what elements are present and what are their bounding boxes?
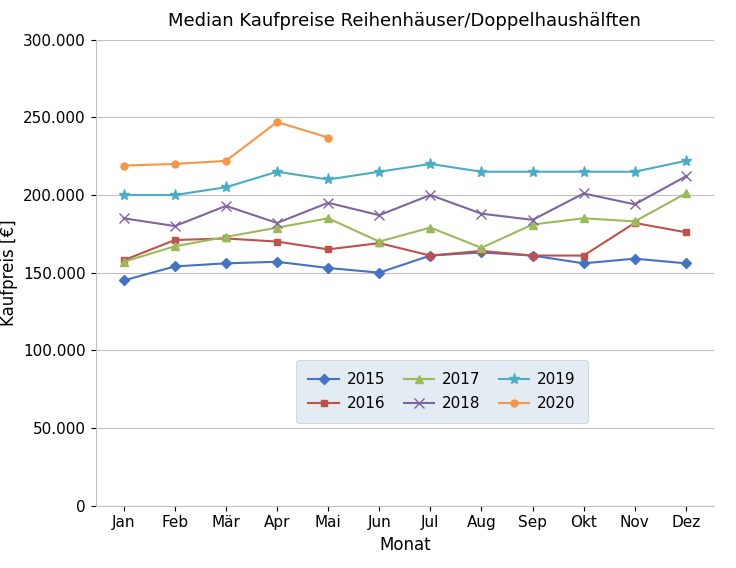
2017 — [630, 218, 639, 225]
2019 — [324, 176, 333, 183]
2016 — [171, 237, 180, 244]
2016 — [682, 229, 690, 236]
2015 — [528, 252, 537, 259]
2015 — [579, 260, 588, 267]
2017 — [579, 215, 588, 222]
Line: 2020: 2020 — [120, 119, 332, 169]
Line: 2017: 2017 — [120, 189, 690, 266]
2015 — [171, 263, 180, 270]
2015 — [682, 260, 690, 267]
2017 — [171, 243, 180, 250]
2016 — [579, 252, 588, 259]
2018 — [375, 212, 383, 219]
2018 — [171, 223, 180, 229]
2015 — [324, 265, 333, 272]
2017 — [272, 224, 281, 231]
2017 — [426, 224, 435, 231]
Line: 2015: 2015 — [120, 249, 690, 284]
Legend: 2015, 2016, 2017, 2018, 2019, 2020: 2015, 2016, 2017, 2018, 2019, 2020 — [296, 360, 587, 423]
2016 — [426, 252, 435, 259]
2019 — [222, 184, 230, 191]
2019 — [119, 191, 128, 198]
2016 — [630, 220, 639, 227]
Title: Median Kaufpreise Reihenhäuser/Doppelhaushälften: Median Kaufpreise Reihenhäuser/Doppelhau… — [169, 12, 641, 30]
2015 — [119, 277, 128, 284]
2018 — [426, 191, 435, 198]
Y-axis label: Kaufpreis [€]: Kaufpreis [€] — [0, 219, 18, 326]
2015 — [222, 260, 230, 267]
2015 — [272, 258, 281, 265]
2019 — [171, 191, 180, 198]
2016 — [272, 238, 281, 245]
2018 — [682, 173, 690, 180]
2016 — [119, 257, 128, 264]
Line: 2018: 2018 — [119, 172, 690, 231]
2020 — [324, 134, 333, 141]
2018 — [477, 210, 486, 217]
X-axis label: Monat: Monat — [379, 536, 431, 554]
2016 — [324, 246, 333, 253]
2015 — [375, 269, 383, 276]
2018 — [222, 202, 230, 209]
2020 — [272, 119, 281, 126]
2017 — [119, 258, 128, 265]
2015 — [426, 252, 435, 259]
2016 — [222, 235, 230, 242]
2019 — [579, 168, 588, 175]
2016 — [477, 248, 486, 254]
2017 — [528, 221, 537, 228]
Line: 2016: 2016 — [120, 219, 690, 264]
2019 — [272, 168, 281, 175]
2020 — [171, 161, 180, 168]
2018 — [528, 216, 537, 223]
2019 — [528, 168, 537, 175]
2017 — [222, 233, 230, 240]
2016 — [375, 240, 383, 247]
2017 — [682, 190, 690, 197]
2019 — [477, 168, 486, 175]
2019 — [682, 157, 690, 164]
2019 — [375, 168, 383, 175]
2018 — [324, 199, 333, 206]
2019 — [630, 168, 639, 175]
2020 — [222, 157, 230, 164]
2015 — [630, 255, 639, 262]
Line: 2019: 2019 — [118, 155, 691, 201]
2017 — [477, 244, 486, 251]
2016 — [528, 252, 537, 259]
2018 — [272, 220, 281, 227]
2015 — [477, 249, 486, 256]
2018 — [119, 215, 128, 222]
2017 — [375, 238, 383, 245]
2018 — [579, 190, 588, 197]
2020 — [119, 162, 128, 169]
2017 — [324, 215, 333, 222]
2019 — [426, 161, 435, 168]
2018 — [630, 201, 639, 208]
